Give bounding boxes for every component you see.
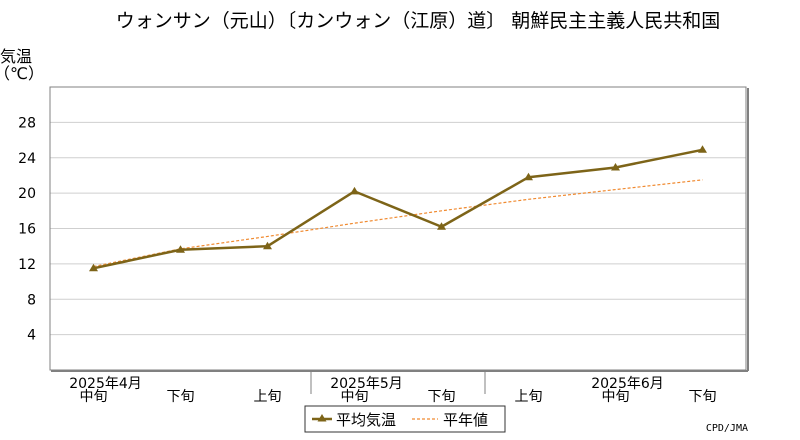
x-tick-label: 中旬 [341, 389, 369, 405]
x-tick-label: 下旬 [689, 389, 717, 405]
y-tick-label-20: 20 [18, 186, 36, 202]
x-tick-label: 中旬 [80, 389, 108, 405]
x-tick-label: 上旬 [515, 389, 543, 405]
data-point-marker [176, 245, 185, 253]
data-point-marker [698, 145, 707, 153]
average-temperature-line [93, 148, 703, 270]
legend: 平均気温 平年値 [304, 405, 506, 433]
y-tick-labels: 4 8 12 16 20 24 28 [18, 115, 36, 343]
data-point-marker [89, 263, 98, 272]
y-tick-label-24: 24 [18, 151, 36, 167]
x-month-label: 2025年5月 [330, 376, 403, 392]
data-point-marker [263, 241, 272, 250]
legend-avg-marker [317, 414, 327, 422]
x-tick-label: 下旬 [167, 389, 195, 405]
data-point-marker [524, 172, 533, 181]
series-average-temperature [89, 145, 707, 272]
y-tick-label-28: 28 [18, 115, 36, 131]
x-tick-label: 上旬 [254, 389, 282, 405]
y-axis-label: 気温 [0, 47, 32, 66]
y-axis-unit: （℃） [0, 64, 44, 83]
chart-title: ウォンサン（元山）〔カンウォン（江原）道〕 朝鮮民主主義人民共和国 [116, 10, 721, 32]
y-tick-label-16: 16 [18, 222, 36, 238]
legend-normal-label: 平年値 [443, 411, 488, 429]
y-tick-label-8: 8 [27, 292, 36, 308]
data-point-marker [437, 222, 446, 230]
y-tick-label-12: 12 [18, 257, 36, 273]
x-month-label: 2025年6月 [591, 376, 664, 392]
x-month-label: 2025年4月 [69, 376, 142, 392]
x-axis: 中旬 下旬 上旬 中旬 下旬 上旬 中旬 下旬 2025年4月 2025年5月 2025年6月 [69, 370, 717, 405]
credit: CPD/JMA [706, 423, 748, 434]
x-tick-label: 中旬 [602, 389, 630, 405]
data-point-marker [611, 162, 620, 171]
legend-avg-label: 平均気温 [336, 411, 396, 429]
grid-lines [50, 121, 746, 336]
data-point-marker [350, 186, 359, 195]
x-tick-label: 下旬 [428, 389, 456, 405]
legend-box [304, 405, 506, 433]
y-tick-label-4: 4 [27, 328, 36, 344]
